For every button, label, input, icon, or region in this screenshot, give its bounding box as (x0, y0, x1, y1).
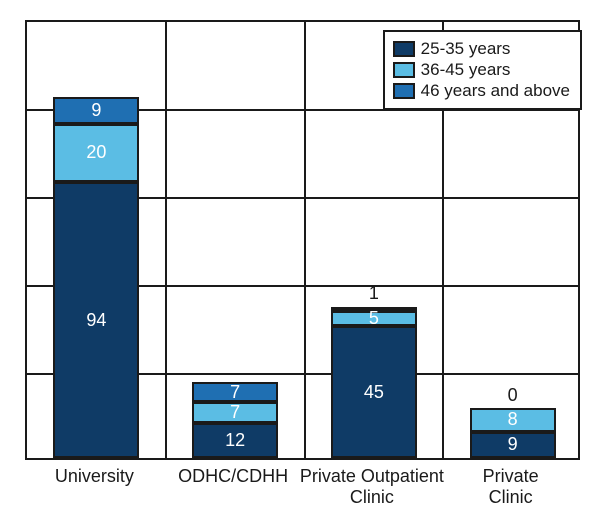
legend-label: 36-45 years (421, 60, 511, 80)
legend-label: 46 years and above (421, 81, 570, 101)
value-label: 94 (86, 310, 106, 331)
bar-segment: 9 (53, 97, 139, 123)
value-label: 20 (86, 142, 106, 163)
bar-segment: 12 (192, 423, 278, 458)
bar-segment: 1 (331, 307, 417, 311)
value-label: 12 (225, 430, 245, 451)
bar-segment: 8 (470, 408, 556, 431)
legend-swatch (393, 41, 415, 57)
gridline-v (304, 22, 306, 458)
legend-item: 36-45 years (393, 60, 570, 80)
legend-swatch (393, 62, 415, 78)
bar-segment: 45 (331, 326, 417, 458)
bar: 12 77 (192, 382, 278, 458)
bar-segment: 94 (53, 182, 139, 458)
x-axis-label: University (55, 466, 134, 487)
value-label: 0 (508, 385, 518, 406)
value-label: 9 (508, 434, 518, 455)
gridline-v (165, 22, 167, 458)
value-label: 8 (508, 409, 518, 430)
bar-segment: 20 (53, 124, 139, 183)
value-label: 9 (91, 100, 101, 121)
bar-segment: 5 (331, 311, 417, 326)
value-label: 7 (230, 382, 240, 403)
legend-label: 25-35 years (421, 39, 511, 59)
x-axis-label: ODHC/CDHH (178, 466, 288, 487)
value-label: 1 (369, 283, 379, 304)
bar: 980 (470, 408, 556, 458)
bar-segment: 9 (470, 432, 556, 458)
legend: 25-35 years36-45 years46 years and above (383, 30, 582, 110)
bar: 45 51 (331, 308, 417, 458)
legend-swatch (393, 83, 415, 99)
x-axis-label: Private OutpatientClinic (300, 466, 444, 507)
x-axis-label: Private Clinic (466, 466, 555, 507)
legend-item: 25-35 years (393, 39, 570, 59)
bar-segment: 7 (192, 382, 278, 403)
bar-segment: 7 (192, 402, 278, 423)
bar: 94 20 9 (53, 97, 139, 458)
value-label: 7 (230, 402, 240, 423)
legend-item: 46 years and above (393, 81, 570, 101)
value-label: 45 (364, 382, 384, 403)
